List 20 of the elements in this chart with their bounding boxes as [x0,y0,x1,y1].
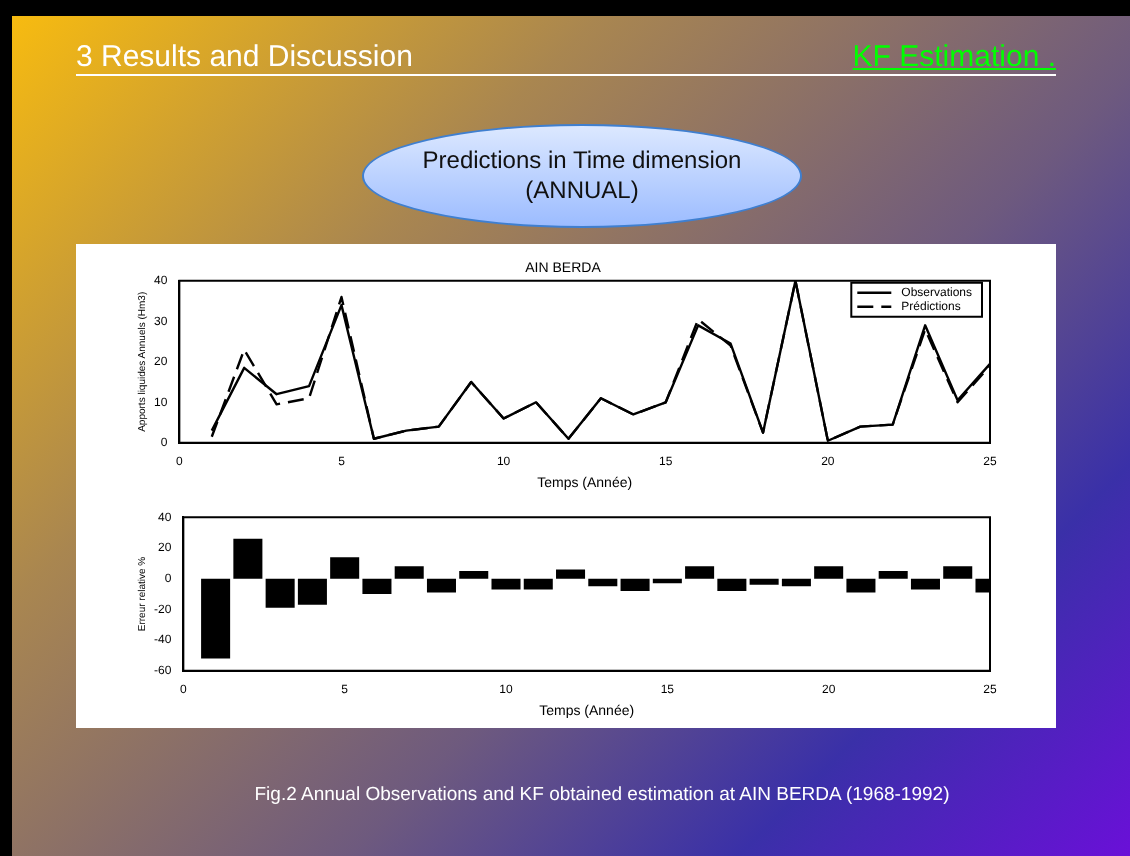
bar [846,578,876,593]
bar [588,578,618,587]
bar [459,570,489,579]
bar [426,578,456,593]
bar [717,578,747,591]
bar [394,566,424,579]
bar [556,569,586,579]
bar [233,538,263,579]
bar [330,557,360,579]
bar [814,566,844,579]
bar [201,578,231,659]
text: 3 Results and Discussion [76,40,413,74]
ellipse-shape: Predictions in Time dimension (ANNUAL) [362,124,802,228]
bar [910,578,940,590]
bar [685,566,715,579]
bar [943,566,973,579]
bar [878,570,908,579]
bar [362,578,392,594]
text: KF Estimation . [852,40,1056,74]
caption: Fig.2 Annual Observations and KF obtained estimation at AIN BERDA (1968-1992) [252,784,952,806]
